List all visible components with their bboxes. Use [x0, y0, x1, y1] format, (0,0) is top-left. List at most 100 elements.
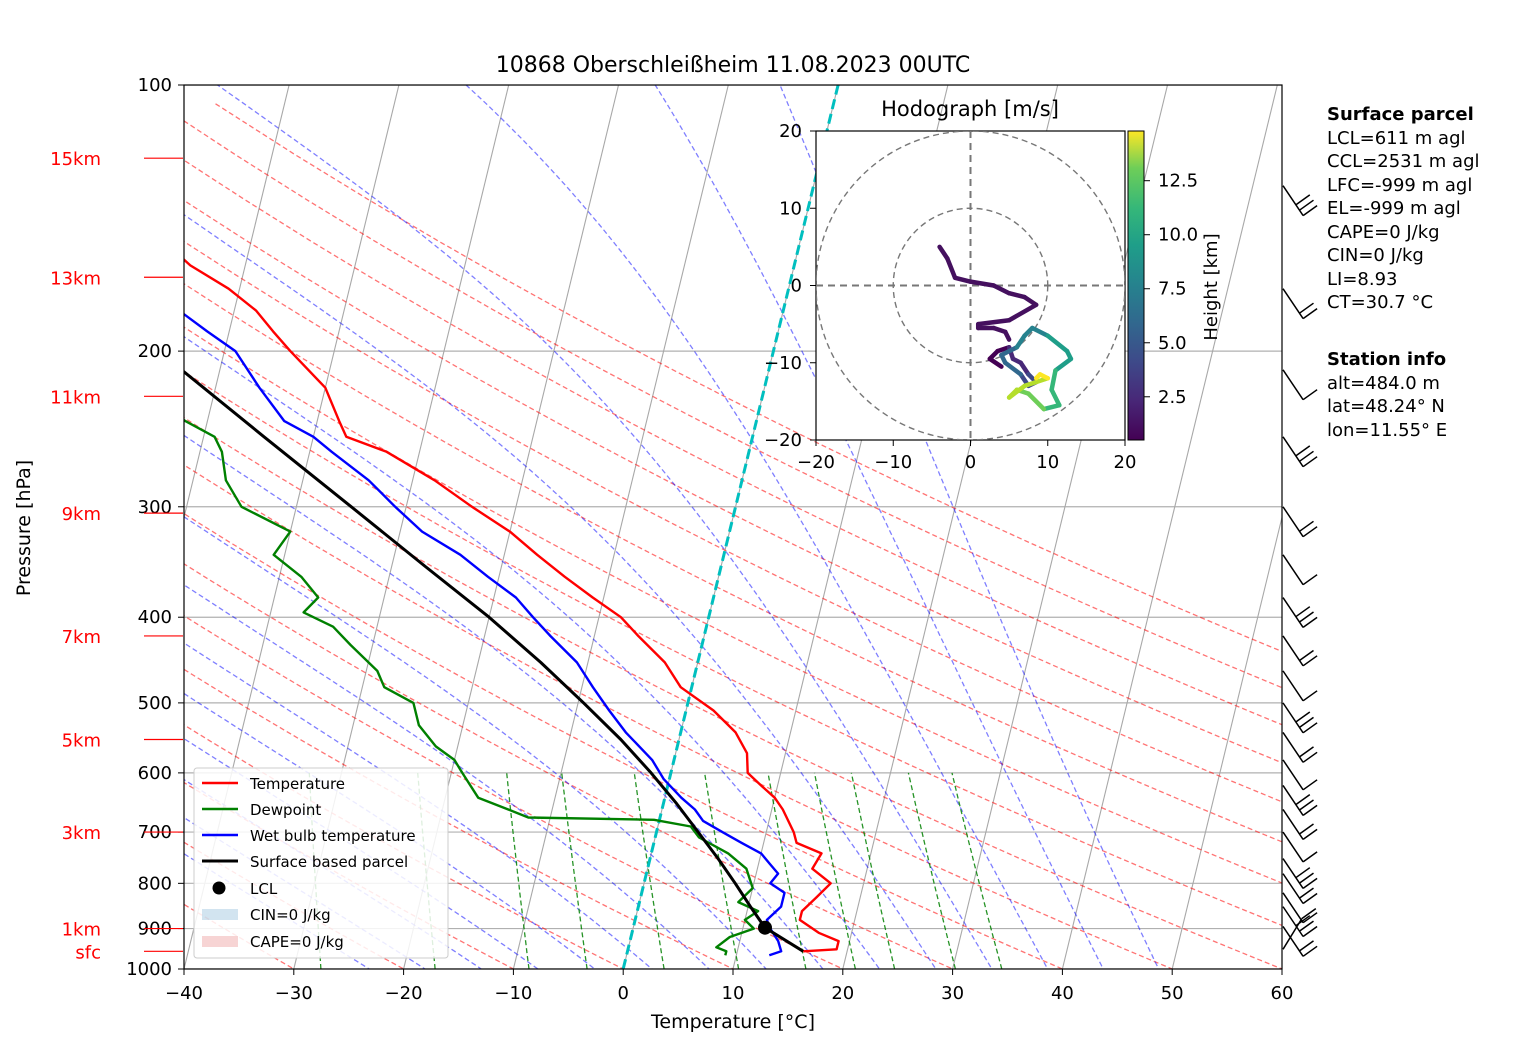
wind-barb [1282, 906, 1304, 937]
wind-barb [1282, 892, 1304, 924]
hodograph-segment [1006, 302, 1039, 323]
hodograph-segment [1033, 372, 1043, 381]
parcel-ct: CT=30.7 °C [1327, 292, 1434, 313]
wind-barb-flag [1302, 574, 1318, 586]
dry-adiabat-line [184, 159, 1282, 726]
height-label: 5km [62, 730, 101, 751]
station-info-panel: Station info alt=484.0 m lat=48.24° N lo… [1327, 348, 1447, 442]
colorbar-tick-label: 2.5 [1158, 387, 1187, 408]
hodograph-segment [987, 356, 1004, 369]
wind-barb [1282, 670, 1304, 702]
wind-barb [1282, 369, 1304, 401]
wind-barb-flag [1302, 828, 1318, 841]
wind-barb-flag [1299, 611, 1314, 623]
hodograph-segment [1053, 356, 1074, 373]
wind-barb-flag [1299, 823, 1314, 835]
moist-adiabat-line [184, 584, 711, 969]
zero-degree-isotherm-line [621, 85, 840, 969]
hodograph-segment [1006, 290, 1027, 300]
dry-adiabat-line [184, 120, 1282, 689]
height-label: 3km [62, 823, 101, 844]
x-tick-label: 20 [831, 983, 854, 1004]
parcel-lfc: LFC=-999 m agl [1327, 174, 1473, 196]
wind-barb-flag [1302, 925, 1318, 938]
wind-barb-flag [1302, 779, 1318, 791]
y-tick-label: 400 [138, 607, 172, 628]
dry-adiabat-line [184, 199, 1282, 764]
legend-temperature: Temperature [249, 775, 345, 793]
hodo-x-tick-label: −20 [797, 452, 835, 473]
moist-adiabat-line [654, 85, 1104, 969]
wind-barb-flag [1302, 616, 1318, 629]
wind-barb [1282, 925, 1304, 957]
wind-barb-flag [1302, 804, 1318, 817]
dry-adiabat-line [184, 724, 625, 969]
hodograph: Hodograph [m/s] −20−20 −10 −10 0 0 10 10 20 20 1… [764, 97, 1222, 473]
surface-parcel-panel: Surface parcel LCL=611 m agl CCL=2531 m … [1327, 103, 1480, 315]
hodo-y-tick-label: 10 [779, 198, 802, 219]
wind-barb-flag [1295, 445, 1311, 457]
hodograph-segment [1022, 375, 1050, 389]
moist-adiabat-line [184, 642, 653, 969]
hodo-x-tick-label: −10 [874, 452, 912, 473]
x-axis-label: Temperature [°C] [650, 1011, 815, 1033]
legend-cin: CIN=0 J/kg [250, 906, 331, 924]
wind-barb-flag [1299, 716, 1314, 729]
wind-barb-flag [1295, 793, 1311, 806]
wind-barb-flag [1301, 907, 1317, 920]
wind-barb [1282, 759, 1304, 791]
wind-barb-flag [1299, 199, 1314, 211]
moist-adiabat-line [465, 85, 1049, 969]
y-tick-label: 1000 [126, 959, 172, 980]
colorbar-tick-label: 7.5 [1158, 279, 1187, 300]
isotherm-line [1171, 515, 1282, 969]
station-alt: alt=484.0 m [1327, 372, 1440, 394]
hodo-y-tick-label: −10 [764, 353, 802, 374]
wind-barb-flag [1302, 655, 1318, 667]
profile-lines [184, 257, 840, 957]
isotherm-line [0, 65, 74, 987]
parcel-ccl: CCL=2531 m agl [1327, 151, 1480, 172]
mixing-ratio-line [951, 772, 1003, 969]
wind-barb [1282, 809, 1304, 840]
x-tick-label: 50 [1161, 983, 1184, 1004]
height-label: 13km [50, 268, 101, 289]
wind-barb-flag [1302, 751, 1318, 763]
chart-title: 10868 Oberschleißheim 11.08.2023 00UTC [496, 53, 971, 78]
hodo-y-tick-label: 20 [779, 121, 802, 142]
x-tick-label: 0 [617, 983, 628, 1004]
surface-parcel-heading: Surface parcel [1327, 104, 1474, 125]
height-label: 7km [62, 627, 101, 648]
mixing-ratio-line [767, 772, 807, 969]
height-label: 9km [62, 504, 101, 525]
hodograph-segment [945, 256, 958, 281]
colorbar-label: Height [km] [1201, 233, 1222, 340]
hodograph-segment [1030, 325, 1050, 338]
moist-adiabat-line [184, 335, 881, 969]
wind-barb-flag [1302, 204, 1318, 217]
hodo-x-tick-label: 0 [965, 452, 976, 473]
hodograph-segment [937, 244, 950, 261]
x-tick-label: 40 [1051, 983, 1074, 1004]
hodograph-segment [1003, 329, 1012, 342]
colorbar-tick-label: 5.0 [1158, 333, 1187, 354]
parcel-el: EL=-999 m agl [1327, 198, 1461, 219]
hodograph-segment [1049, 387, 1062, 408]
series-line-dewpoint [184, 418, 760, 956]
mixing-ratio-line [561, 772, 588, 969]
height-label: 15km [50, 149, 101, 170]
mixing-ratio-line [813, 772, 857, 969]
wind-barb [1282, 785, 1304, 816]
wind-barb-flag [1302, 892, 1318, 905]
mixing-ratio-line [703, 772, 740, 969]
wind-barb-flag [1299, 649, 1314, 662]
wind-barb [1282, 185, 1304, 217]
wind-barb-flag [1302, 307, 1318, 320]
x-tick-label: −10 [494, 983, 532, 1004]
height-label: sfc [75, 942, 101, 963]
parcel-lcl: LCL=611 m agl [1327, 127, 1466, 149]
moist-adiabat-line [184, 692, 596, 969]
moist-adiabat-line [184, 434, 824, 969]
wind-barb [1282, 506, 1304, 538]
